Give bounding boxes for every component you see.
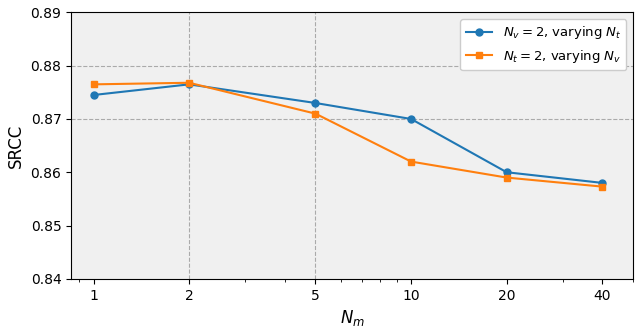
- $N_t = 2$, varying $N_v$: [185, 81, 193, 85]
- $N_t = 2$, varying $N_v$: [312, 112, 319, 116]
- Y-axis label: SRCC: SRCC: [7, 124, 25, 168]
- $N_v = 2$, varying $N_t$: [407, 117, 415, 121]
- $N_t = 2$, varying $N_v$: [90, 82, 97, 86]
- Line: $N_v = 2$, varying $N_t$: $N_v = 2$, varying $N_t$: [90, 81, 605, 186]
- $N_v = 2$, varying $N_t$: [503, 170, 511, 174]
- Line: $N_t = 2$, varying $N_v$: $N_t = 2$, varying $N_v$: [90, 79, 605, 190]
- $N_v = 2$, varying $N_t$: [598, 181, 606, 185]
- $N_v = 2$, varying $N_t$: [312, 101, 319, 105]
- $N_t = 2$, varying $N_v$: [503, 176, 511, 180]
- $N_t = 2$, varying $N_v$: [407, 159, 415, 163]
- $N_t = 2$, varying $N_v$: [598, 185, 606, 189]
- X-axis label: $N_m$: $N_m$: [340, 308, 365, 328]
- $N_v = 2$, varying $N_t$: [185, 82, 193, 86]
- Legend: $N_v = 2$, varying $N_t$, $N_t = 2$, varying $N_v$: $N_v = 2$, varying $N_t$, $N_t = 2$, var…: [460, 19, 627, 70]
- $N_v = 2$, varying $N_t$: [90, 93, 97, 97]
